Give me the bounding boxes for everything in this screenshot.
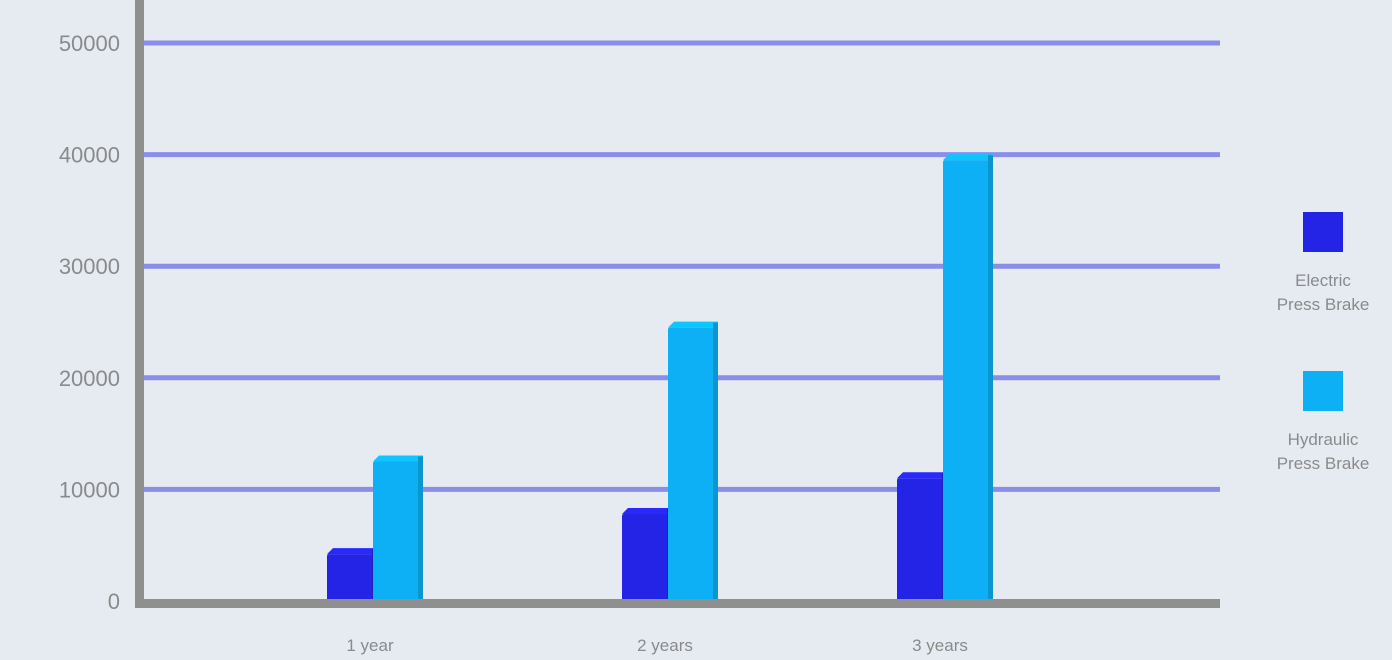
bar-top <box>897 472 947 479</box>
bar-side <box>418 456 423 601</box>
bar-side <box>713 322 718 601</box>
bar-side <box>988 155 993 601</box>
legend[interactable]: Electric Press Brake Hydraulic Press Brake <box>1277 212 1370 473</box>
bar-top <box>373 455 423 462</box>
bar-electric-3 <box>897 472 947 601</box>
bar-face <box>327 554 377 601</box>
bars <box>327 154 993 601</box>
bar-top <box>943 154 993 161</box>
x-tick-label: 3 years <box>912 636 968 655</box>
gridlines <box>142 40 1220 492</box>
bar-electric-2 <box>622 507 672 601</box>
legend-label-line1: Electric <box>1295 271 1351 290</box>
bar-face <box>668 327 718 601</box>
legend-label-line1: Hydraulic <box>1288 430 1359 449</box>
legend-item-hydraulic[interactable]: Hydraulic Press Brake <box>1277 371 1370 473</box>
x-tick-labels: 1 year 2 years 3 years <box>346 636 968 655</box>
legend-swatch <box>1303 212 1343 252</box>
legend-label-line2: Press Brake <box>1277 295 1370 314</box>
bar-face <box>373 461 423 601</box>
bar-face <box>897 478 947 601</box>
legend-swatch <box>1303 371 1343 411</box>
legend-label-line2: Press Brake <box>1277 454 1370 473</box>
bar-top <box>327 548 377 555</box>
axes <box>135 0 1220 608</box>
bar-hydraulic-3 <box>943 154 993 601</box>
legend-item-electric[interactable]: Electric Press Brake <box>1277 212 1370 314</box>
bar-face <box>943 160 993 601</box>
y-tick-label: 40000 <box>59 143 120 168</box>
bar-face <box>622 513 672 601</box>
x-tick-label: 2 years <box>637 636 693 655</box>
bar-top <box>668 321 718 328</box>
bar-hydraulic-2 <box>668 321 718 601</box>
y-tick-labels: 0 10000 20000 30000 40000 50000 <box>59 31 120 614</box>
bar-hydraulic-1 <box>373 455 423 601</box>
bar-top <box>622 507 672 514</box>
y-axis-line <box>135 0 144 607</box>
y-tick-label: 10000 <box>59 477 120 502</box>
y-tick-label: 0 <box>108 589 120 614</box>
y-tick-label: 30000 <box>59 254 120 279</box>
y-tick-label: 50000 <box>59 31 120 56</box>
x-axis-line <box>135 599 1220 608</box>
y-tick-label: 20000 <box>59 366 120 391</box>
x-tick-label: 1 year <box>346 636 394 655</box>
bar-electric-1 <box>327 548 377 601</box>
